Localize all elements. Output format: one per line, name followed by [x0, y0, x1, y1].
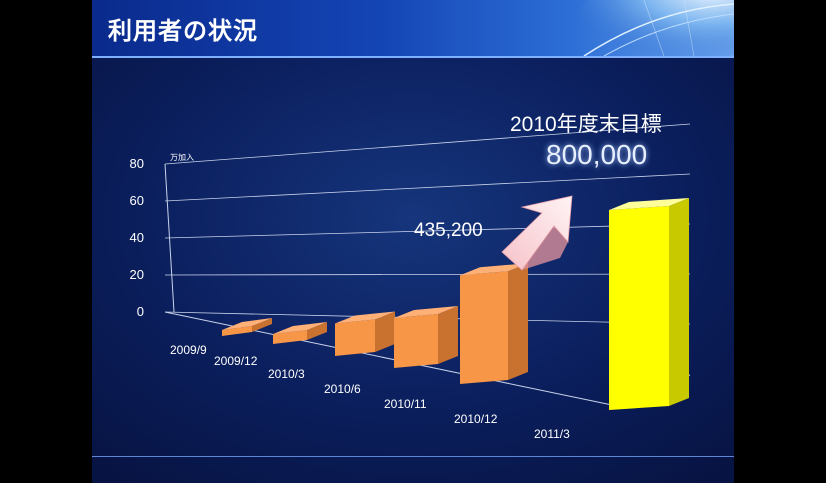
target-value-label: 800,000 [546, 139, 647, 170]
y-tick-label: 80 [130, 156, 144, 171]
growth-arrow [501, 195, 573, 271]
gridline [164, 173, 691, 202]
gridline [164, 223, 691, 239]
bar-2009/12 [273, 322, 327, 344]
y-unit-label: 万加入 [170, 152, 194, 162]
x-tick-label: 2009/9 [170, 343, 207, 357]
bar-top [609, 198, 689, 210]
slide-title: 利用者の状況 [108, 17, 258, 45]
x-tick-label: 2010/11 [384, 397, 427, 411]
current-value-label: 435,200 [414, 220, 483, 241]
bar-side [438, 306, 458, 364]
bar-2010/11 [460, 263, 528, 384]
target-label: 2010年度末目標 [510, 113, 662, 136]
y-tick-label: 0 [137, 304, 144, 319]
bar-side [375, 311, 395, 352]
bar-top [222, 318, 272, 330]
bar-side [669, 198, 689, 406]
bar-front [273, 330, 307, 344]
x-tick-label: 2010/12 [454, 412, 498, 426]
bar-2010/3 [335, 311, 395, 356]
footer-divider [92, 456, 734, 457]
bar-top [273, 322, 327, 334]
bar-front [335, 319, 375, 356]
bar-2009/9 [222, 318, 272, 336]
bar-top [335, 311, 395, 324]
bar-side [307, 322, 327, 340]
bar-2010/6 [394, 306, 458, 368]
bar-front [222, 326, 252, 336]
x-tick-label: 2011/3 [534, 427, 570, 441]
bar-front [460, 271, 508, 384]
y-tick-label: 60 [130, 193, 144, 208]
bar-2011/3 [609, 198, 689, 410]
bar-top [394, 306, 458, 318]
y-tick-label: 20 [130, 267, 144, 282]
x-tick-label: 2010/3 [268, 367, 305, 381]
globe-icon [579, 0, 734, 56]
y-tick-label: 40 [130, 230, 144, 245]
bar-front [609, 206, 669, 410]
x-tick-label: 2009/12 [214, 354, 258, 368]
gridline [164, 123, 691, 165]
gridline [164, 273, 691, 276]
bar-side [252, 318, 272, 332]
title-bar: 利用者の状況 [92, 0, 734, 58]
bar-chart: 0 20 40 60 80 万加入 2009/9 2009/12 2010/3 2010/6 2… [130, 113, 691, 441]
x-tick-label: 2010/6 [324, 382, 361, 396]
slide: 利用者の状況 0 20 40 60 80 万加入 [92, 0, 734, 483]
bar-side [508, 263, 528, 380]
bar-top [460, 263, 528, 276]
bar-front [394, 314, 438, 368]
